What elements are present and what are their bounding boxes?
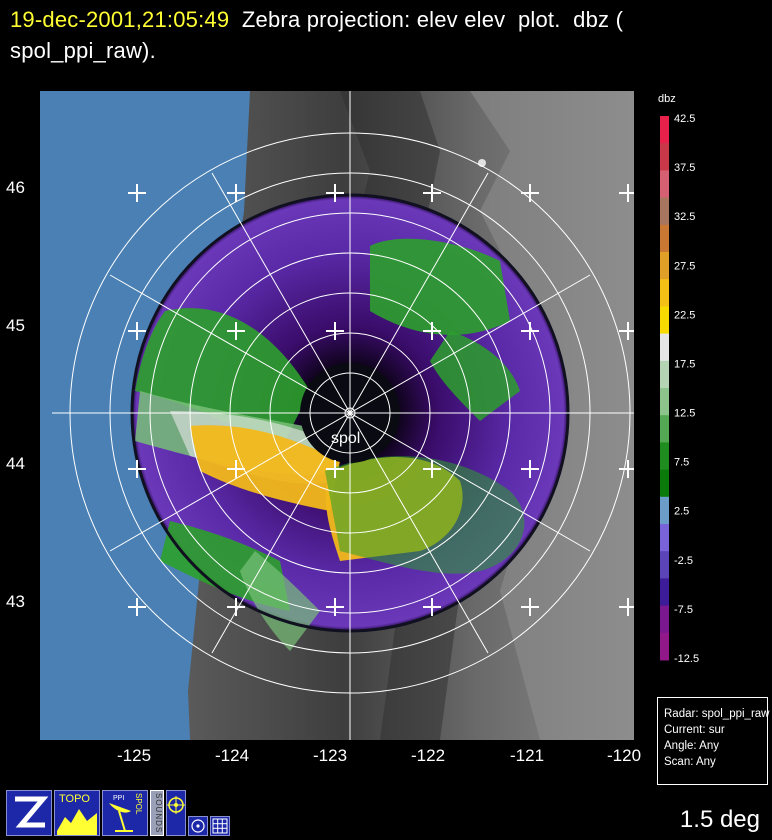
colorbar-swatch xyxy=(660,279,669,307)
topo-icon xyxy=(57,809,97,835)
sounds-button[interactable]: SOUNDS xyxy=(150,790,164,836)
lon-label: -121 xyxy=(510,746,545,765)
dbz-colorbar: dbz 42.5 37.5 32.5 27.5 22.5 17.5 12.5 7.5 2.5 -2… xyxy=(658,93,699,665)
radar-info-box: Radar: spol_ppi_raw Current: sur Angle: … xyxy=(657,697,770,785)
plot-title: 19-dec-2001,21:05:49 Zebra projection: e… xyxy=(10,4,710,66)
lon-label: -122 xyxy=(411,746,446,765)
colorbar-tick-label: 22.5 xyxy=(674,309,695,321)
colorbar-unit: dbz xyxy=(658,93,676,105)
colorbar-tick-label: 12.5 xyxy=(674,408,695,420)
info-radar: Radar: spol_ppi_raw xyxy=(664,708,770,720)
target-button[interactable] xyxy=(188,816,208,836)
colorbar-tick-label: 37.5 xyxy=(674,162,695,174)
colorbar-swatch xyxy=(660,170,669,199)
spol-vertical-label: SPOL xyxy=(134,793,143,815)
azimuth-lines xyxy=(52,91,634,740)
colorbar-tick-label: 2.5 xyxy=(674,506,689,518)
lon-label: -125 xyxy=(117,746,152,765)
colorbar-swatch xyxy=(660,605,669,634)
colorbar-tick-label: 7.5 xyxy=(674,457,689,469)
grid-crosses xyxy=(128,184,634,616)
colorbar-tick-label: 17.5 xyxy=(674,358,695,370)
lon-label: -120 xyxy=(607,746,642,765)
colorbar-tick-label: -7.5 xyxy=(674,604,693,616)
colorbar-swatch xyxy=(660,551,669,579)
topo-button[interactable]: TOPO xyxy=(54,790,100,836)
title-timestamp: 19-dec-2001,21:05:49 xyxy=(10,7,230,32)
colorbar-tick-label: -2.5 xyxy=(674,555,693,567)
ppi-label: PPI xyxy=(113,795,125,802)
colorbar-swatch xyxy=(660,578,669,607)
title-description: Zebra projection: elev elev plot. dbz ( … xyxy=(10,7,624,63)
lon-label: -123 xyxy=(313,746,348,765)
target-icon xyxy=(191,819,205,833)
radar-map[interactable]: spol xyxy=(40,91,634,740)
colorbar-swatch xyxy=(660,252,669,280)
compass-button[interactable] xyxy=(166,790,186,836)
colorbar-swatch xyxy=(660,306,669,335)
zebra-z-icon xyxy=(15,796,49,828)
colorbar-swatch xyxy=(660,442,669,471)
topo-label: TOPO xyxy=(59,793,90,805)
elevation-angle-display: 1.5 deg xyxy=(679,806,760,833)
colorbar-swatch xyxy=(660,116,669,144)
info-angle: Angle: Any xyxy=(664,740,719,752)
lat-label: 44 xyxy=(6,454,25,473)
lat-label: 43 xyxy=(6,592,25,611)
colorbar-swatch xyxy=(660,415,669,443)
lat-label: 45 xyxy=(6,316,25,335)
zebra-logo-button[interactable] xyxy=(6,790,52,836)
info-scan: Scan: Any xyxy=(664,756,716,768)
radar-echo xyxy=(130,193,570,651)
colorbar-tick-label: 42.5 xyxy=(674,113,695,125)
grid-icon xyxy=(212,818,228,834)
colorbar-swatch xyxy=(660,333,669,362)
colorbar-swatch xyxy=(660,524,669,552)
colorbar-swatch xyxy=(660,496,669,525)
radar-dish-icon xyxy=(109,803,133,832)
colorbar-swatch xyxy=(660,360,669,389)
lon-label: -124 xyxy=(215,746,250,765)
colorbar-swatch xyxy=(660,469,669,498)
site-label: spol xyxy=(331,430,360,447)
colorbar-swatch xyxy=(660,224,669,253)
colorbar-swatch xyxy=(660,388,669,416)
colorbar-tick-label: 27.5 xyxy=(674,260,695,272)
grid-button[interactable] xyxy=(210,816,230,836)
ppi-spol-button[interactable]: PPI SPOL xyxy=(102,790,148,836)
colorbar-tick-label: 32.5 xyxy=(674,211,695,223)
colorbar-swatch xyxy=(660,632,669,661)
colorbar-tick-label: -12.5 xyxy=(674,653,699,665)
icon-toolbar: TOPO PPI SPOL SOUNDS xyxy=(6,790,230,836)
colorbar-swatch xyxy=(660,143,669,171)
colorbar-swatch xyxy=(660,197,669,226)
lat-label: 46 xyxy=(6,178,25,197)
info-current: Current: sur xyxy=(664,724,725,736)
compass-rose-icon xyxy=(167,796,185,814)
